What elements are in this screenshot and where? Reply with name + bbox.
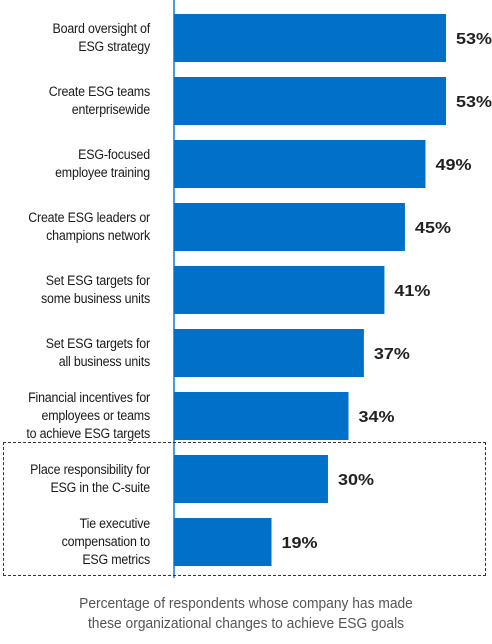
category-label-line: all business units: [58, 354, 150, 369]
bar: [174, 266, 385, 314]
category-label-line: to achieve ESG targets: [26, 426, 150, 441]
bar: [174, 203, 405, 251]
category-label: Tie executive compensation to ESG metrics: [0, 515, 151, 569]
category-label-line: Place responsibility for: [30, 462, 150, 477]
bar: [174, 77, 446, 125]
category-label-line: Create ESG teams: [48, 84, 150, 99]
category-label: Place responsibility for ESG in the C-sui…: [0, 461, 150, 497]
category-label-line: compensation to: [61, 534, 151, 549]
bar-value-label: 41%: [394, 283, 430, 300]
bar: [174, 392, 349, 440]
category-label: Create ESG teams enterprisewide: [0, 83, 150, 119]
category-label-line: Board oversight of: [52, 21, 151, 36]
category-label: Board oversight of ESG strategy: [0, 20, 151, 56]
category-label-line: ESG strategy: [78, 39, 150, 54]
category-label-line: Create ESG leaders or: [28, 210, 150, 225]
chart-caption-line-1: Percentage of respondents whose company …: [79, 595, 413, 612]
category-label-line: Financial incentives for: [28, 390, 150, 405]
bar-value-label: 53%: [456, 94, 492, 111]
category-label: Financial incentives for employees or tea…: [0, 389, 150, 443]
category-label-line: ESG in the C-suite: [50, 480, 150, 495]
bar-value-label: 34%: [358, 409, 394, 426]
category-label: Create ESG leaders or champions network: [0, 209, 150, 245]
category-label-line: ESG-focused: [78, 147, 150, 162]
category-label-line: ESG metrics: [82, 552, 150, 567]
category-label-line: Set ESG targets for: [45, 273, 150, 288]
category-label-line: Tie executive: [79, 516, 151, 531]
category-label: ESG-focused employee training: [0, 146, 150, 182]
bar: [174, 140, 426, 188]
bar-value-label: 19%: [282, 535, 318, 552]
category-label-line: employee training: [55, 165, 151, 180]
bar-value-label: 45%: [415, 220, 451, 237]
bar: [174, 14, 446, 62]
category-label-line: Set ESG targets for: [45, 336, 150, 351]
category-label-line: some business units: [40, 291, 150, 306]
category-label-line: employees or teams: [41, 408, 150, 423]
category-label: Set ESG targets for some business units: [0, 272, 150, 308]
bar-value-label: 49%: [435, 157, 471, 174]
category-label: Set ESG targets for all business units: [0, 335, 150, 371]
bar-value-label: 30%: [338, 472, 374, 489]
bar: [174, 518, 272, 566]
chart-caption-line-2: these organizational changes to achieve …: [87, 615, 405, 632]
bar: [174, 455, 328, 503]
category-label-line: enterprisewide: [71, 102, 150, 117]
bar-value-label: 53%: [456, 31, 492, 48]
bar: [174, 329, 364, 377]
bar-value-label: 37%: [374, 346, 410, 363]
bar-chart: 53% 53% 49% 45% 41% 37% 34% 30% 19%: [173, 0, 492, 578]
category-label-line: champions network: [46, 228, 150, 243]
